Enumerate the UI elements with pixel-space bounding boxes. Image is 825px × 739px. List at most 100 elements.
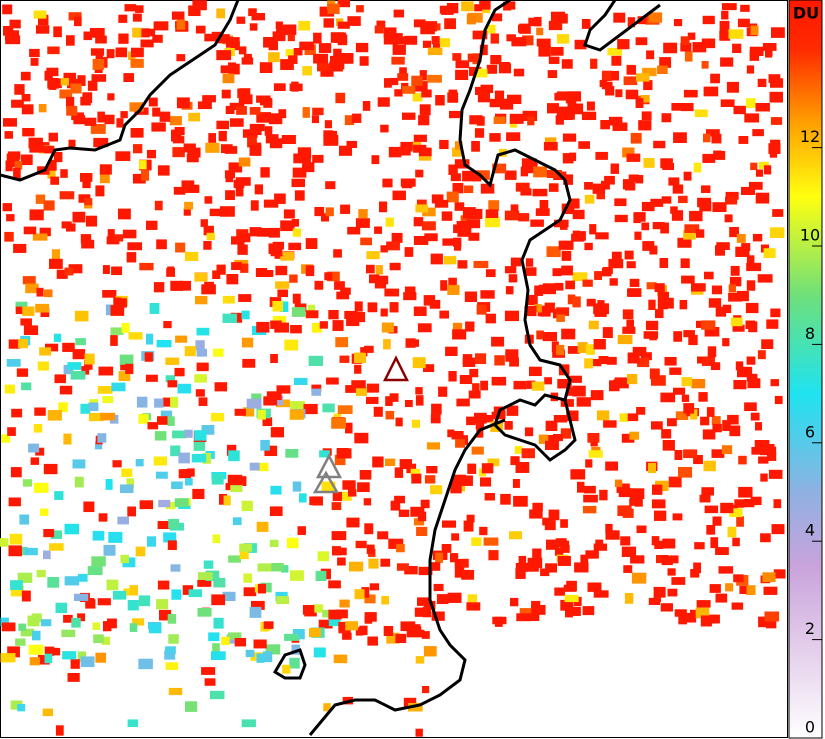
so2-pixel [249,227,262,237]
so2-pixel [313,32,322,44]
so2-pixel [162,397,176,407]
so2-pixel [557,379,572,389]
so2-pixel [572,272,588,282]
so2-pixel [234,638,247,647]
so2-pixel [611,251,622,260]
so2-pixel [324,120,332,129]
so2-pixel [359,625,368,636]
so2-pixel [431,611,445,621]
so2-pixel [156,599,169,610]
so2-pixel [773,569,786,579]
so2-pixel [430,414,441,424]
so2-pixel [609,116,623,126]
so2-pixel [262,651,273,663]
so2-pixel [353,312,366,323]
so2-pixel [489,133,501,142]
so2-pixel [466,416,476,426]
so2-pixel [429,299,441,309]
so2-pixel [561,59,573,69]
so2-pixel [613,379,624,388]
so2-pixel [302,605,315,615]
so2-pixel [601,268,612,277]
so2-pixel [750,496,762,506]
so2-pixel [204,33,219,42]
so2-pixel [317,63,332,72]
so2-pixel [18,623,27,631]
so2-pixel [314,207,325,217]
so2-pixel [95,185,105,197]
so2-pixel [170,396,179,408]
so2-pixel [493,116,506,125]
so2-pixel [107,93,115,101]
so2-pixel [278,109,287,119]
so2-pixel [239,549,249,560]
so2-pixel [622,147,635,158]
so2-pixel [354,352,367,363]
so2-pixel [574,39,587,50]
so2-pixel [674,609,687,617]
so2-pixel [722,420,731,431]
so2-pixel [93,137,109,148]
so2-pixel [380,558,391,567]
so2-pixel [737,18,750,28]
so2-pixel [81,366,90,375]
so2-pixel [413,134,427,142]
so2-pixel [363,498,372,506]
island [272,648,307,680]
so2-pixel [172,136,185,144]
so2-pixel [462,170,474,182]
so2-pixel [510,204,519,214]
so2-pixel [186,153,199,163]
so2-pixel [430,485,443,495]
so2-pixel [21,590,31,602]
so2-pixel [469,368,479,378]
so2-pixel [47,410,62,421]
so2-pixel [399,459,412,469]
so2-pixel [524,427,534,437]
so2-pixel [707,614,720,624]
so2-pixel [384,78,392,88]
so2-pixel [331,417,347,429]
so2-pixel [200,219,208,227]
so2-pixel [582,606,595,616]
so2-pixel [769,91,783,103]
so2-pixel [66,106,78,116]
so2-pixel [635,37,648,46]
so2-pixel [607,47,623,56]
so2-pixel [702,429,716,440]
so2-pixel [744,402,757,412]
so2-pixel [318,43,332,53]
so2-pixel [758,456,769,464]
so2-pixel [651,421,663,430]
so2-pixel [302,155,311,166]
so2-pixel [503,1,512,11]
so2-pixel [251,600,265,610]
so2-pixel [601,81,613,90]
so2-pixel [340,204,351,214]
so2-pixel [112,460,122,468]
so2-pixel [2,203,13,212]
so2-pixel [227,474,243,486]
so2-pixel [293,377,308,385]
so2-pixel [338,621,346,632]
so2-pixel [560,519,568,528]
so2-pixel [184,201,194,210]
so2-pixel [711,416,721,425]
so2-pixel [526,380,536,389]
so2-pixel [614,214,628,223]
so2-pixel [14,160,23,170]
so2-pixel [627,17,636,28]
so2-pixel [710,362,721,371]
so2-pixel [258,462,269,472]
so2-pixel [102,290,117,298]
so2-pixel [70,659,80,669]
so2-pixel [84,198,93,206]
so2-pixel [426,442,440,450]
so2-pixel [216,8,226,19]
so2-pixel [47,46,60,55]
so2-pixel [715,151,726,160]
so2-pixel [366,264,375,274]
so2-pixel [521,158,537,168]
so2-pixel [95,652,107,663]
so2-pixel [369,583,380,591]
